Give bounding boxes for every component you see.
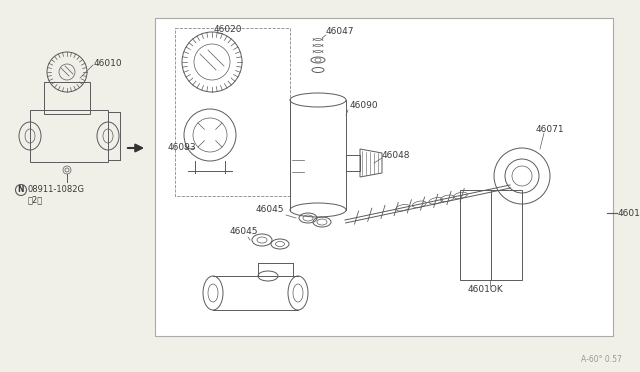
Text: 46048: 46048 bbox=[382, 151, 410, 160]
Bar bbox=[30, 110, 108, 162]
Text: 46071: 46071 bbox=[536, 125, 564, 135]
Text: 46010: 46010 bbox=[94, 58, 123, 67]
Text: 46020: 46020 bbox=[214, 26, 243, 35]
Text: 46045: 46045 bbox=[230, 228, 259, 237]
Text: 46047: 46047 bbox=[326, 28, 355, 36]
Text: A-60° 0.57: A-60° 0.57 bbox=[581, 356, 622, 365]
Bar bbox=[460, 190, 522, 280]
Bar bbox=[155, 18, 613, 336]
Text: （2）: （2） bbox=[28, 196, 44, 205]
Text: N: N bbox=[18, 186, 24, 195]
Bar bbox=[175, 28, 290, 196]
Text: 46090: 46090 bbox=[350, 100, 379, 109]
Bar bbox=[44, 82, 90, 114]
Text: 08911-1082G: 08911-1082G bbox=[28, 186, 85, 195]
Text: 46093: 46093 bbox=[168, 144, 196, 153]
Text: 46010: 46010 bbox=[618, 208, 640, 218]
Bar bbox=[346, 155, 360, 171]
Text: 4601OK: 4601OK bbox=[468, 285, 504, 295]
Text: 46045: 46045 bbox=[256, 205, 285, 215]
